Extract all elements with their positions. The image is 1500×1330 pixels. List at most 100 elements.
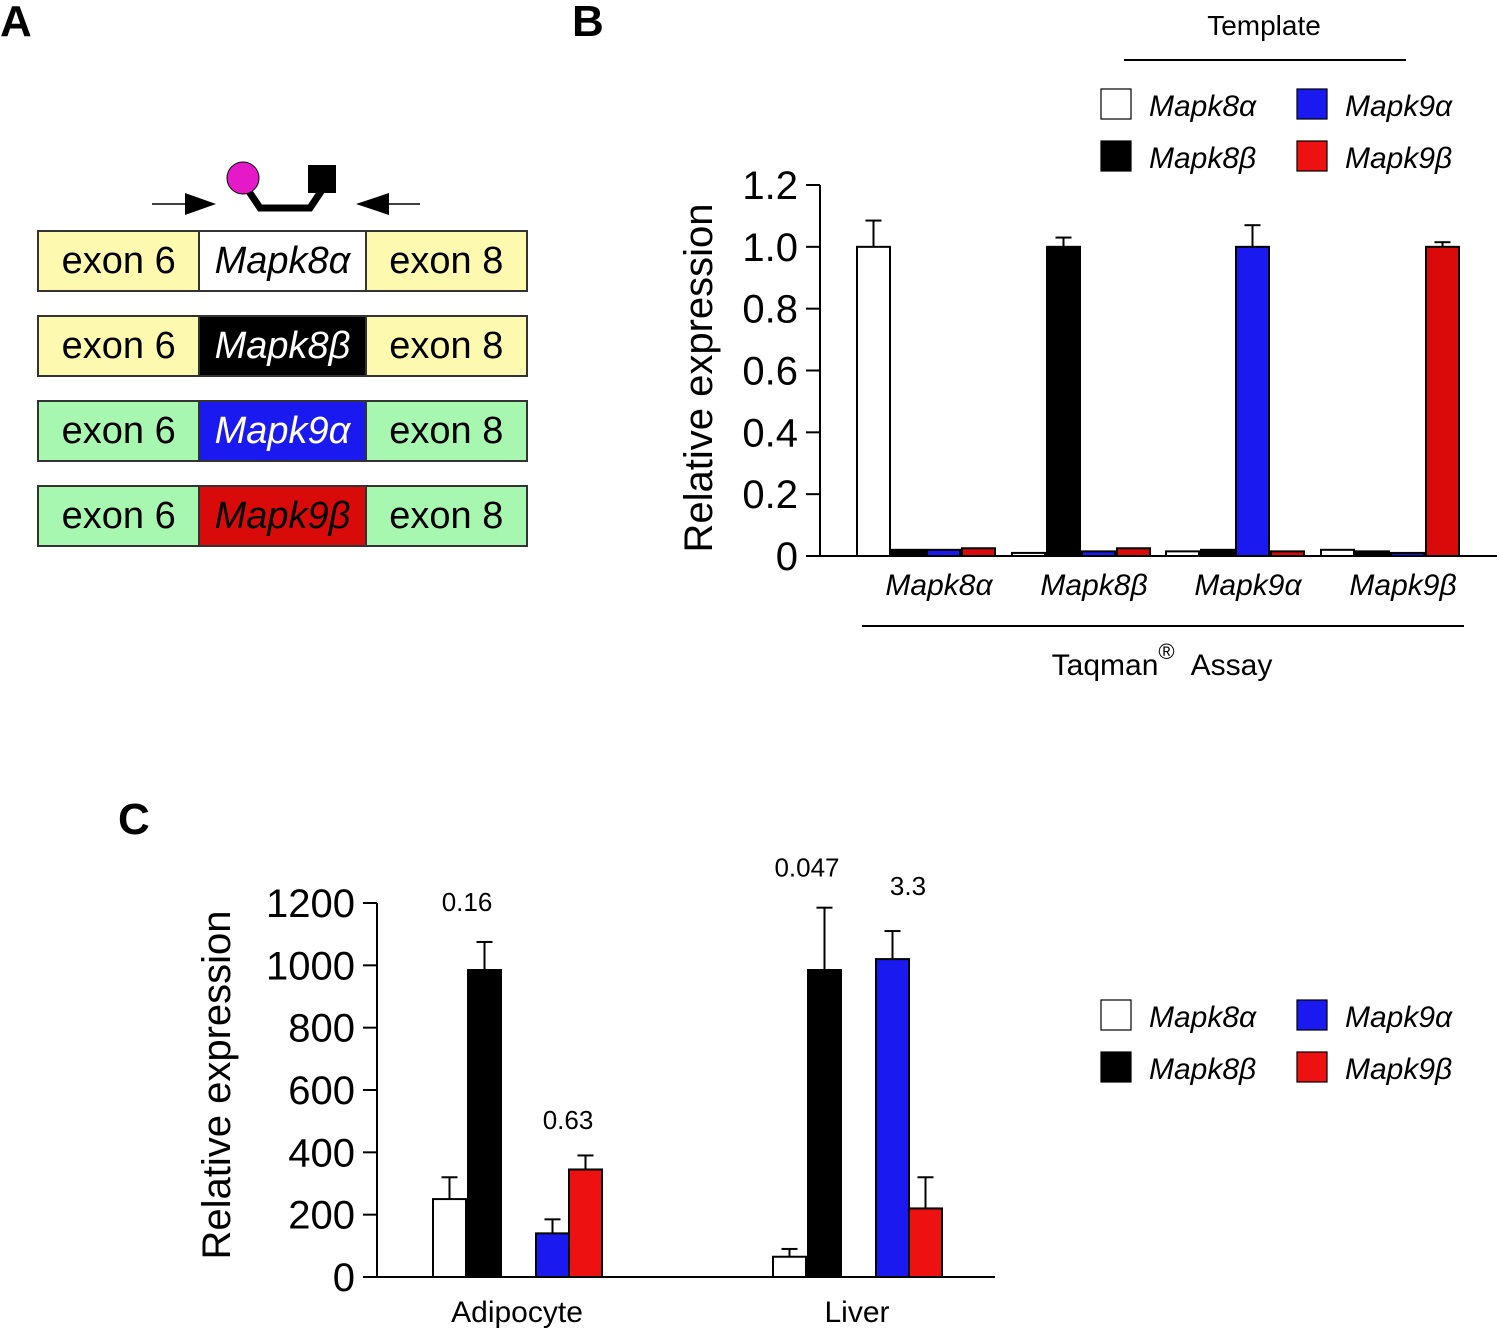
- isoform-exon-box: Mapk9α: [198, 402, 367, 460]
- chart-c-y-tick-label: 200: [288, 1194, 355, 1238]
- chart-b-bar: [1011, 551, 1046, 557]
- chart-b-bars: [856, 219, 1460, 557]
- chart-b-legend-label: Mapk8α: [1149, 90, 1257, 123]
- chart-c-y-axis-label: Relative expression: [195, 910, 239, 1259]
- chart-b-x-tick-label: Mapk8β: [1040, 569, 1147, 602]
- exon-row: exon 6 Mapk8α exon 8: [37, 230, 528, 292]
- chart-b-bar: [1270, 550, 1305, 557]
- chart-b-x-axis-label-main: Taqman: [1052, 649, 1159, 682]
- chart-b-bar: [891, 548, 926, 557]
- chart-c-x-tick-label: Adipocyte: [451, 1296, 583, 1329]
- chart-b-y-tick-label: 0.6: [742, 350, 798, 394]
- quencher-square-icon: [308, 165, 336, 193]
- chart-b-bar: [1390, 551, 1425, 557]
- chart-b-y-tick-label: 0: [776, 535, 798, 579]
- chart-c-ratio-annotation: 3.3: [890, 871, 926, 901]
- exon-8-box: exon 8: [366, 232, 526, 290]
- exon-6-box: exon 6: [39, 402, 199, 460]
- chart-c-bar: [772, 1255, 807, 1279]
- chart-b-x-axis-label-superscript: ®: [1158, 639, 1174, 664]
- panel-label-b: B: [572, 0, 604, 46]
- exon-row: exon 6 Mapk9α exon 8: [37, 400, 528, 462]
- chart-c-bar: [568, 1168, 603, 1278]
- chart-c-axes: 0 200 400 600 800 1000 1200: [266, 882, 995, 1300]
- chart-b-y-tick-label: 0.8: [742, 288, 798, 332]
- chart-b-x-tick-labels: Mapk8α Mapk8β Mapk9α Mapk9β: [885, 569, 1456, 602]
- chart-c-legend-swatch: [1100, 999, 1132, 1031]
- chart-c-legend: Mapk8α Mapk9α Mapk8β Mapk9β: [1100, 999, 1453, 1086]
- chart-c-bar: [535, 1232, 570, 1279]
- chart-c-ratio-annotation: 0.047: [774, 853, 839, 883]
- chart-b-bar: [1320, 548, 1355, 557]
- chart-b-bar: [1165, 550, 1200, 557]
- chart-b-bar: [1235, 245, 1270, 557]
- chart-b-legend-swatch: [1296, 140, 1328, 172]
- chart-b-y-tick-label: 1.0: [742, 226, 798, 270]
- chart-c: Relative expression 0 200 400 600 800 1000 120…: [195, 853, 1453, 1329]
- exon-6-box: exon 6: [39, 317, 199, 375]
- forward-primer-arrow-icon: [185, 193, 216, 215]
- chart-b-bar: [1200, 548, 1235, 557]
- chart-b-legend-swatch: [1296, 88, 1328, 120]
- chart-b-x-axis-label-suffix: Assay: [1191, 649, 1273, 682]
- chart-c-x-tick-label: Liver: [824, 1296, 889, 1329]
- isoform-exon-box: Mapk9β: [198, 487, 367, 545]
- chart-c-y-tick-label: 1000: [266, 944, 355, 988]
- chart-c-y-tick-label: 1200: [266, 882, 355, 926]
- exon-8-box: exon 8: [366, 402, 526, 460]
- chart-c-legend-swatch: [1296, 999, 1328, 1031]
- panel-label-c: C: [118, 795, 150, 844]
- exon-row: exon 6 Mapk9β exon 8: [37, 485, 528, 547]
- chart-b-axes: 0 0.2 0.4 0.6 0.8 1.0 1.2: [742, 164, 1497, 579]
- chart-b-bar: [1425, 245, 1460, 557]
- chart-b-group-title: Template: [1207, 10, 1321, 41]
- chart-c-bar: [467, 969, 502, 1279]
- chart-c-y-tick-label: 400: [288, 1131, 355, 1175]
- chart-b-bar: [856, 245, 891, 557]
- chart-c-ratio-annotation: 0.63: [543, 1105, 594, 1135]
- exon-row: exon 6 Mapk8β exon 8: [37, 315, 528, 377]
- panel-label-a: A: [0, 0, 32, 46]
- chart-b-legend-swatch: [1100, 140, 1132, 172]
- chart-b-legend-label: Mapk9α: [1345, 90, 1453, 123]
- chart-b-bar: [1355, 550, 1390, 557]
- chart-b-bar: [961, 547, 996, 557]
- chart-c-bar: [875, 958, 910, 1278]
- exon-6-box: exon 6: [39, 487, 199, 545]
- chart-b-y-tick-label: 0.4: [742, 411, 798, 455]
- exon-6-box: exon 6: [39, 232, 199, 290]
- chart-c-y-tick-label: 0: [333, 1256, 355, 1300]
- chart-b-y-tick-label: 0.2: [742, 473, 798, 517]
- chart-c-bar: [908, 1207, 943, 1279]
- chart-c-ratio-annotation: 0.16: [442, 887, 493, 917]
- chart-b-x-tick-label: Mapk9α: [1194, 569, 1302, 602]
- chart-c-legend-label: Mapk8β: [1149, 1053, 1256, 1086]
- chart-b-bar: [1046, 245, 1081, 557]
- chart-b-bar: [926, 548, 961, 557]
- chart-b-legend-label: Mapk8β: [1149, 142, 1256, 175]
- chart-c-bars: [432, 906, 943, 1279]
- reverse-primer-arrow-icon: [356, 193, 389, 215]
- chart-b-legend-swatch: [1100, 88, 1132, 120]
- taqman-probe-diagram: [152, 161, 420, 215]
- exon-8-box: exon 8: [366, 487, 526, 545]
- chart-b-legend: Mapk8α Mapk9α Mapk8β Mapk9β: [1100, 88, 1453, 175]
- isoform-exon-box: Mapk8β: [198, 317, 367, 375]
- chart-b-x-axis-label: Taqman® Assay: [1052, 639, 1273, 682]
- chart-b-y-axis-label: Relative expression: [677, 203, 721, 552]
- chart-b-x-tick-label: Mapk8α: [885, 569, 993, 602]
- chart-c-legend-label: Mapk9β: [1345, 1053, 1452, 1086]
- chart-c-legend-label: Mapk9α: [1345, 1001, 1453, 1034]
- chart-b: Template Mapk8α Mapk9α Mapk8β Mapk9β Relati…: [677, 10, 1497, 682]
- chart-c-y-tick-label: 600: [288, 1069, 355, 1113]
- chart-c-legend-label: Mapk8α: [1149, 1001, 1257, 1034]
- exon-8-box: exon 8: [366, 317, 526, 375]
- isoform-exon-box: Mapk8α: [198, 232, 367, 290]
- chart-b-y-tick-label: 1.2: [742, 164, 798, 208]
- chart-b-bar: [1116, 547, 1151, 557]
- chart-c-legend-swatch: [1296, 1051, 1328, 1083]
- chart-c-x-tick-labels: Adipocyte Liver: [451, 1296, 889, 1329]
- chart-b-legend-label: Mapk9β: [1345, 142, 1452, 175]
- chart-c-bar: [432, 1198, 467, 1279]
